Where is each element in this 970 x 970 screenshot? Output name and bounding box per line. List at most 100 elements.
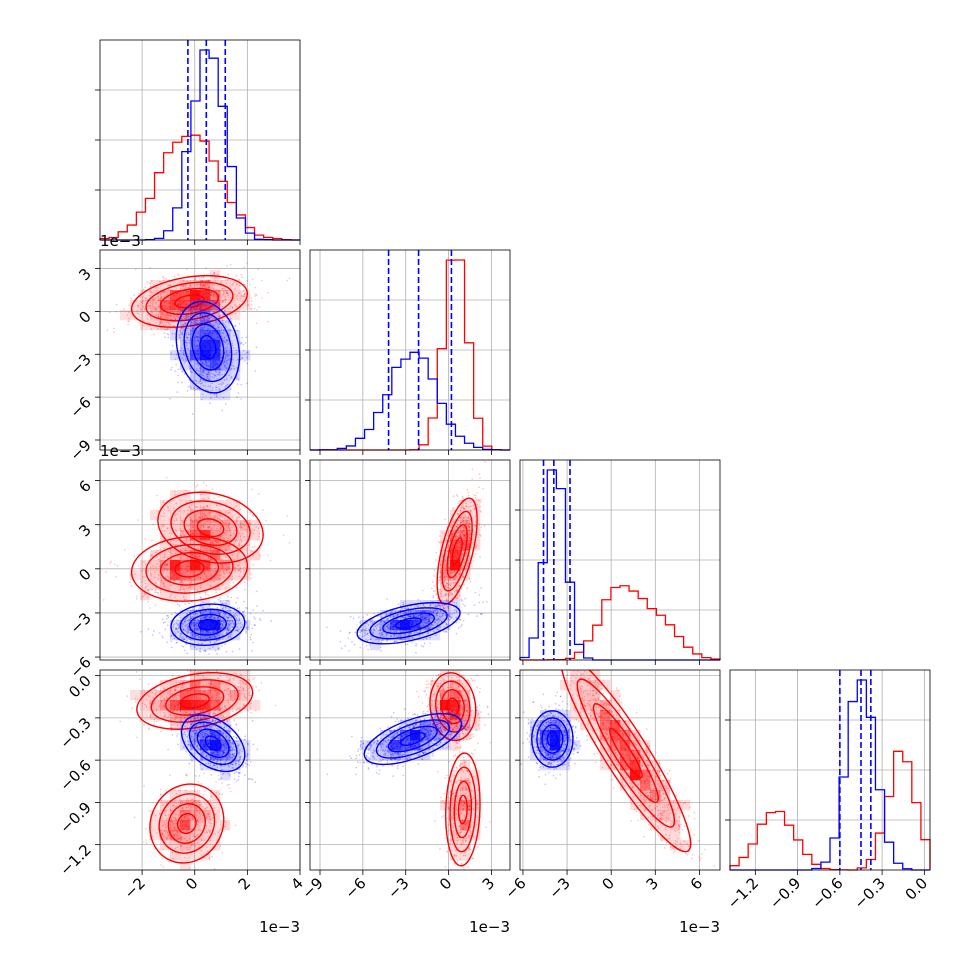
scatter-point [224,279,227,281]
scatter-point [257,268,259,270]
scatter-point [188,310,190,312]
scatter-point [466,587,469,589]
scatter-point [187,348,189,350]
scatter-point [213,374,216,376]
scatter-point [221,373,223,376]
scatter-point [239,284,241,287]
density-cell [210,330,221,341]
scatter-point [166,641,168,643]
scatter-point [225,335,228,337]
scatter-point [224,309,226,312]
scatter-point [217,273,219,276]
scatter-point [222,299,224,302]
scatter-point [188,333,190,336]
scatter-point [189,309,192,311]
scatter-point [170,368,172,371]
scatter-point [200,524,203,527]
density-cell [170,350,181,361]
scatter-point [213,287,215,290]
scatter-point [242,310,245,313]
scatter-point [231,650,234,653]
scatter-point [233,568,236,571]
scatter-point [221,299,223,302]
scatter-point [214,374,216,377]
scatter-point [476,492,478,494]
scatter-point [239,292,241,294]
scatter-point [168,298,171,301]
scatter-point [199,373,201,376]
scatter-point [166,313,168,315]
density-cell [170,280,181,291]
scatter-point [193,278,196,281]
scatter-point [230,534,232,537]
contour-blue [199,335,217,360]
scatter-point [180,549,182,551]
density-cell [210,320,221,331]
scatter-point [190,321,193,324]
scatter-point [226,292,228,295]
density-cell [180,310,191,321]
scatter-point [207,371,210,373]
density-cell [240,290,251,301]
scatter-point [348,650,351,652]
scatter-point [174,358,177,360]
scatter-point [180,347,183,350]
scatter-point [240,295,243,297]
scatter-point [240,383,243,386]
scatter-point [238,648,241,650]
scatter-point [225,378,228,380]
scatter-point [225,282,228,284]
scatter-point [181,331,184,333]
scatter-point [177,368,180,371]
scatter-point [251,546,254,548]
scatter-point [444,594,446,597]
scatter-point [159,553,161,556]
density-cell [200,520,211,531]
scatter-point [142,299,145,302]
density-cell [230,300,241,311]
scatter-point [198,382,200,384]
density-cell [240,560,251,571]
scatter-point [183,598,186,601]
scatter-point [202,310,205,313]
scatter-point [155,308,157,310]
scatter-point [221,288,224,290]
scatter-point [193,317,196,320]
scatter-point [469,581,472,583]
scatter-point [181,357,184,359]
scatter-point [160,315,162,318]
scatter-point [162,622,165,624]
density-cell [200,300,211,311]
scatter-point [213,277,216,279]
scatter-point [158,632,161,634]
scatter-point [217,373,220,375]
scatter-point [234,353,236,356]
scatter-point [218,326,220,329]
scatter-point [235,601,237,604]
density-cell [230,370,241,381]
scatter-point [207,385,210,388]
scatter-point [210,528,212,531]
scatter-point [115,310,117,313]
scatter-point [227,343,229,345]
scatter-point [181,324,183,326]
density-cell [200,290,211,301]
scatter-point [184,603,186,605]
scatter-point [162,314,164,316]
scatter-point [213,284,216,287]
scatter-point [227,273,229,276]
scatter-point [177,314,180,317]
scatter-point [190,324,193,326]
scatter-point [174,327,177,330]
scatter-point [244,360,246,362]
scatter-point [186,390,189,392]
scatter-point [253,545,256,548]
scatter-point [218,374,221,376]
scatter-point [151,298,154,301]
scatter-point [229,534,232,536]
density-cell [180,280,191,291]
scatter-point [180,327,183,329]
scatter-point [422,589,424,592]
scatter-point [152,305,154,308]
scatter-point [155,494,158,497]
